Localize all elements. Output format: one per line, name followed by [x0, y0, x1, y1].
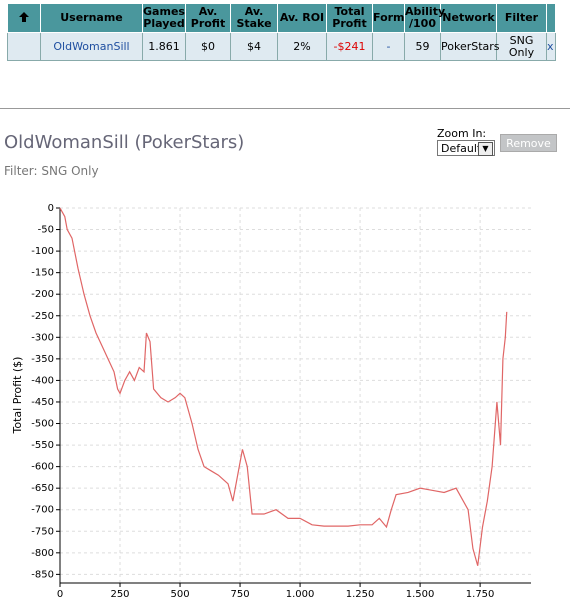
y-tick-label: -500	[31, 419, 54, 430]
column-header[interactable]: Av. Stake	[230, 3, 278, 33]
y-tick-label: -650	[31, 483, 54, 494]
zoom-label: Zoom In:	[437, 127, 487, 140]
y-tick-label: -450	[31, 397, 54, 408]
cell: $4	[230, 32, 278, 61]
select-arrow: ▼	[478, 142, 493, 156]
x-tick-label: 250	[110, 589, 129, 600]
cell: -	[372, 32, 405, 61]
x-tick-label: 1.500	[406, 589, 435, 600]
y-tick-label: -700	[31, 505, 54, 516]
x-tick-label: 0	[57, 589, 63, 600]
y-tick-label: -50	[38, 225, 54, 236]
sort-arrow[interactable]	[7, 3, 41, 33]
column-header[interactable]: Total Profit	[326, 3, 373, 33]
y-tick-label: -800	[31, 548, 54, 559]
x-tick-label: 1.000	[286, 589, 315, 600]
x-tick-label: 750	[230, 589, 249, 600]
y-axis-label: Total Profit ($)	[11, 357, 24, 435]
cell: $0	[185, 32, 231, 61]
cell: SNG Only	[496, 32, 547, 61]
column-header[interactable]: Username	[40, 3, 143, 33]
y-tick-label: -200	[31, 289, 54, 300]
x-tick-label: 500	[170, 589, 189, 600]
y-tick-label: -100	[31, 246, 54, 257]
remove-button[interactable]: Remove	[500, 134, 557, 152]
x-tick-label: 1.750	[466, 589, 495, 600]
y-tick-label: -850	[31, 569, 54, 580]
cell: 1.861	[142, 32, 186, 61]
cell: PokerStars	[440, 32, 500, 61]
table-row: OldWomanSill 1.861 $0 $4 2% -$241-59 PokerStar…	[7, 32, 556, 61]
y-tick-label: -550	[31, 440, 54, 451]
cell: 2%	[277, 32, 327, 61]
profit-line	[59, 207, 508, 566]
zoom-select[interactable]: Default ▼	[437, 140, 495, 156]
cell[interactable]: x	[546, 32, 556, 61]
divider	[0, 108, 570, 109]
cell: -$241	[326, 32, 373, 61]
cell	[7, 32, 41, 61]
y-tick-label: -400	[31, 375, 54, 386]
column-header[interactable]: Form	[372, 3, 405, 33]
column-header[interactable]: Av. Profit	[185, 3, 231, 33]
cell: 59	[404, 32, 441, 61]
x-tick-label: 1.250	[346, 589, 375, 600]
arrow-icon	[19, 11, 29, 22]
y-tick-label: 0	[48, 203, 54, 214]
player-title: OldWomanSill (PokerStars)	[4, 132, 245, 153]
filter-label: Filter: SNG Only	[4, 164, 99, 178]
y-tick-label: -750	[31, 526, 54, 537]
y-tick-label: -250	[31, 311, 54, 322]
column-header[interactable]: Filter	[496, 3, 547, 33]
y-tick-label: -300	[31, 332, 54, 343]
y-tick-label: -350	[31, 354, 54, 365]
column-header[interactable]: Games Played	[142, 3, 186, 33]
column-header[interactable]: Ability /100	[404, 3, 445, 33]
stats-table: Username Games Played Av. Profit Av. Stake A…	[7, 3, 556, 61]
column-header[interactable]: Av. ROI	[277, 3, 327, 33]
zoom-value: Default	[441, 142, 482, 155]
column-header[interactable]: Network	[440, 3, 497, 33]
y-tick-label: -150	[31, 268, 54, 279]
y-tick-label: -600	[31, 462, 54, 473]
